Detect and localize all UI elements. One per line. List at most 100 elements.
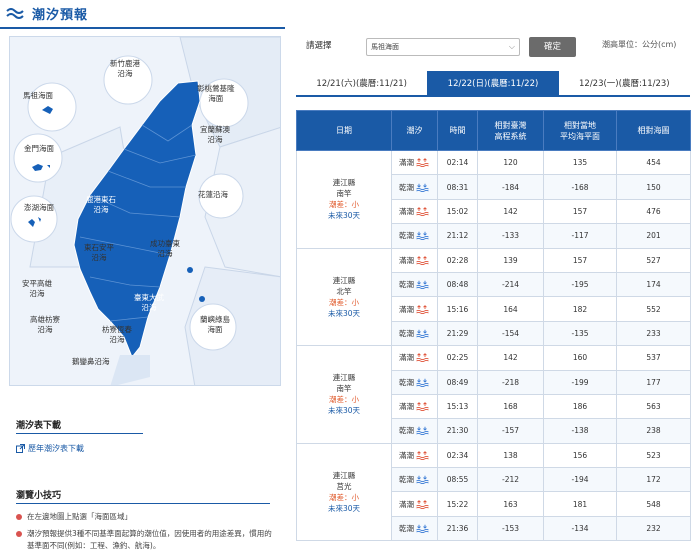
- time-cell: 08:31: [437, 174, 478, 200]
- tab-day-1[interactable]: 12/21(六)(農曆:11/21): [316, 79, 407, 89]
- zone-label-penghu[interactable]: 澎湖海面: [24, 203, 54, 212]
- tide-type-cell: 乾潮: [391, 223, 438, 249]
- time-cell: 21:30: [437, 418, 478, 444]
- forecast-30-days-link[interactable]: 未來30天: [327, 503, 361, 513]
- page-header: 潮汐預報: [6, 2, 88, 24]
- msl-cell: -135: [543, 320, 617, 347]
- table-row: 連江縣 南竿 潮差：小 未來30天 滿潮 02:14 120 135 454: [296, 149, 691, 249]
- twvd-cell: 163: [477, 491, 544, 517]
- high-tide-icon: [416, 158, 429, 168]
- time-cell: 08:55: [437, 467, 478, 493]
- zone-label-tainan[interactable]: 東石安平 沿海: [84, 243, 114, 262]
- table-row: 連江縣 北竿 潮差：小 未來30天 滿潮 02:28 139 157 527: [296, 247, 691, 347]
- zone-label-hsinchu[interactable]: 新竹鹿港 沿海: [110, 59, 140, 78]
- chart-datum-cell: 563: [616, 393, 691, 420]
- table-row: 滿潮 15:16 164 182 552: [297, 296, 691, 322]
- table-row: 連江縣 南竿 潮差：小 未來30天 滿潮 02:25 142 160 537: [296, 345, 691, 444]
- table-row: 連江縣 莒光 潮差：小 未來30天 滿潮 02:34 138 156 523: [296, 442, 691, 542]
- time-cell: 02:14: [437, 149, 478, 176]
- zone-label-hualien[interactable]: 花蓮沿海: [198, 190, 228, 199]
- zone-label-chenggong[interactable]: 成功臺東 沿海: [150, 239, 180, 258]
- tide-range-link[interactable]: 潮差：小: [329, 200, 359, 210]
- tide-type-cell: 滿潮: [391, 247, 438, 273]
- chevron-down-icon: ⌵: [508, 42, 515, 51]
- low-tide-icon: [416, 280, 429, 290]
- forecast-30-days-link[interactable]: 未來30天: [327, 308, 361, 318]
- forecast-30-days-link[interactable]: 未來30天: [327, 406, 361, 416]
- time-cell: 15:13: [437, 393, 478, 420]
- time-cell: 08:49: [437, 369, 478, 395]
- twvd-cell: 168: [477, 393, 544, 420]
- msl-cell: -134: [543, 515, 617, 542]
- zone-label-kinmen[interactable]: 金門海面: [24, 144, 54, 153]
- confirm-button[interactable]: 確定: [529, 37, 576, 57]
- zone-label-anping[interactable]: 安平高雄 沿海: [22, 279, 52, 298]
- chart-datum-cell: 172: [616, 467, 691, 493]
- time-cell: 02:34: [437, 442, 478, 469]
- zone-label-kaohsiung[interactable]: 高雄枋寮 沿海: [30, 315, 60, 334]
- chart-datum-cell: 552: [616, 296, 691, 322]
- tide-type-cell: 乾潮: [391, 369, 438, 395]
- tide-range-link[interactable]: 潮差：小: [329, 492, 359, 502]
- tide-type-cell: 滿潮: [391, 393, 438, 420]
- twvd-cell: 138: [477, 442, 544, 469]
- station-town: 南竿: [336, 384, 352, 394]
- unit-label: 潮高單位：公分(cm): [602, 40, 677, 49]
- tide-type-cell: 乾潮: [391, 515, 438, 542]
- twvd-cell: -153: [477, 515, 544, 542]
- tide-range-link[interactable]: 潮差：小: [329, 297, 359, 307]
- twvd-cell: 142: [477, 345, 544, 371]
- table-row: 滿潮 15:13 168 186 563: [297, 393, 691, 420]
- msl-cell: 157: [543, 198, 617, 225]
- low-tide-icon: [416, 427, 429, 436]
- chart-datum-cell: 233: [616, 320, 691, 347]
- zone-label-changbei[interactable]: 彰桃鶯基隆 海面: [197, 84, 235, 103]
- twvd-cell: -218: [477, 369, 544, 395]
- zone-label-matsu[interactable]: 馬祖海面: [23, 91, 53, 100]
- zone-select[interactable]: 馬祖海面 ⌵: [366, 38, 520, 56]
- zone-label-oluanpi[interactable]: 鵝鑾鼻沿海: [72, 357, 110, 366]
- msl-cell: 186: [543, 393, 617, 420]
- select-label: 請選擇: [306, 41, 332, 51]
- zone-label-yilan[interactable]: 宜蘭蘇澳 沿海: [200, 125, 230, 144]
- station-cell: 連江縣 南竿 潮差：小 未來30天: [296, 345, 392, 444]
- table-row: 乾潮 21:29 -154 -135 233: [297, 320, 691, 347]
- station-town: 南竿: [336, 189, 352, 199]
- msl-cell: 135: [543, 149, 617, 176]
- header-divider: [0, 27, 285, 29]
- tab-day-2[interactable]: 12/22(日)(農曆:11/22): [427, 71, 559, 95]
- msl-cell: 160: [543, 345, 617, 371]
- time-cell: 15:16: [437, 296, 478, 322]
- twvd-cell: -184: [477, 174, 544, 200]
- taiwan-map-graphic: [10, 37, 280, 385]
- twvd-cell: -212: [477, 467, 544, 493]
- station-cell: 連江縣 莒光 潮差：小 未來30天: [296, 442, 392, 542]
- msl-cell: -195: [543, 271, 617, 298]
- download-divider: [16, 433, 143, 434]
- forecast-30-days-link[interactable]: 未來30天: [327, 211, 361, 221]
- msl-cell: 157: [543, 247, 617, 273]
- tide-zone-map[interactable]: 新竹鹿港 沿海 彰桃鶯基隆 海面 馬祖海面 金門海面 澎湖海面 宜蘭蘇澳 沿海 花蓮沿…: [9, 36, 281, 386]
- zone-label-lanyu[interactable]: 蘭嶼綠島 海面: [200, 315, 230, 334]
- table-row: 滿潮 15:22 163 181 548: [297, 491, 691, 517]
- high-tide-icon: [416, 353, 429, 363]
- zone-label-chiayi[interactable]: 鹿港東石 沿海: [86, 195, 116, 214]
- table-row: 乾潮 08:55 -212 -194 172: [297, 467, 691, 493]
- col-tide: 潮汐: [391, 110, 438, 151]
- zone-select-value: 馬祖海面: [371, 43, 399, 51]
- twvd-cell: 164: [477, 296, 544, 322]
- time-cell: 02:25: [437, 345, 478, 371]
- chart-datum-cell: 174: [616, 271, 691, 298]
- twvd-cell: -214: [477, 271, 544, 298]
- zone-label-taitung[interactable]: 臺東大武 沿海: [134, 293, 164, 312]
- twvd-cell: 139: [477, 247, 544, 273]
- high-tide-icon: [416, 402, 429, 412]
- zone-label-fangliao[interactable]: 枋寮恆春 沿海: [102, 325, 132, 344]
- download-history-link[interactable]: 歷年潮汐表下載: [16, 443, 84, 454]
- high-tide-icon: [416, 499, 429, 509]
- download-history-label: 歷年潮汐表下載: [28, 444, 84, 453]
- tide-range-link[interactable]: 潮差：小: [329, 395, 359, 405]
- col-twvd: 相對臺灣 高程系統: [477, 110, 544, 151]
- tide-type-cell: 滿潮: [391, 442, 438, 469]
- tab-day-3[interactable]: 12/23(一)(農曆:11/23): [579, 79, 670, 89]
